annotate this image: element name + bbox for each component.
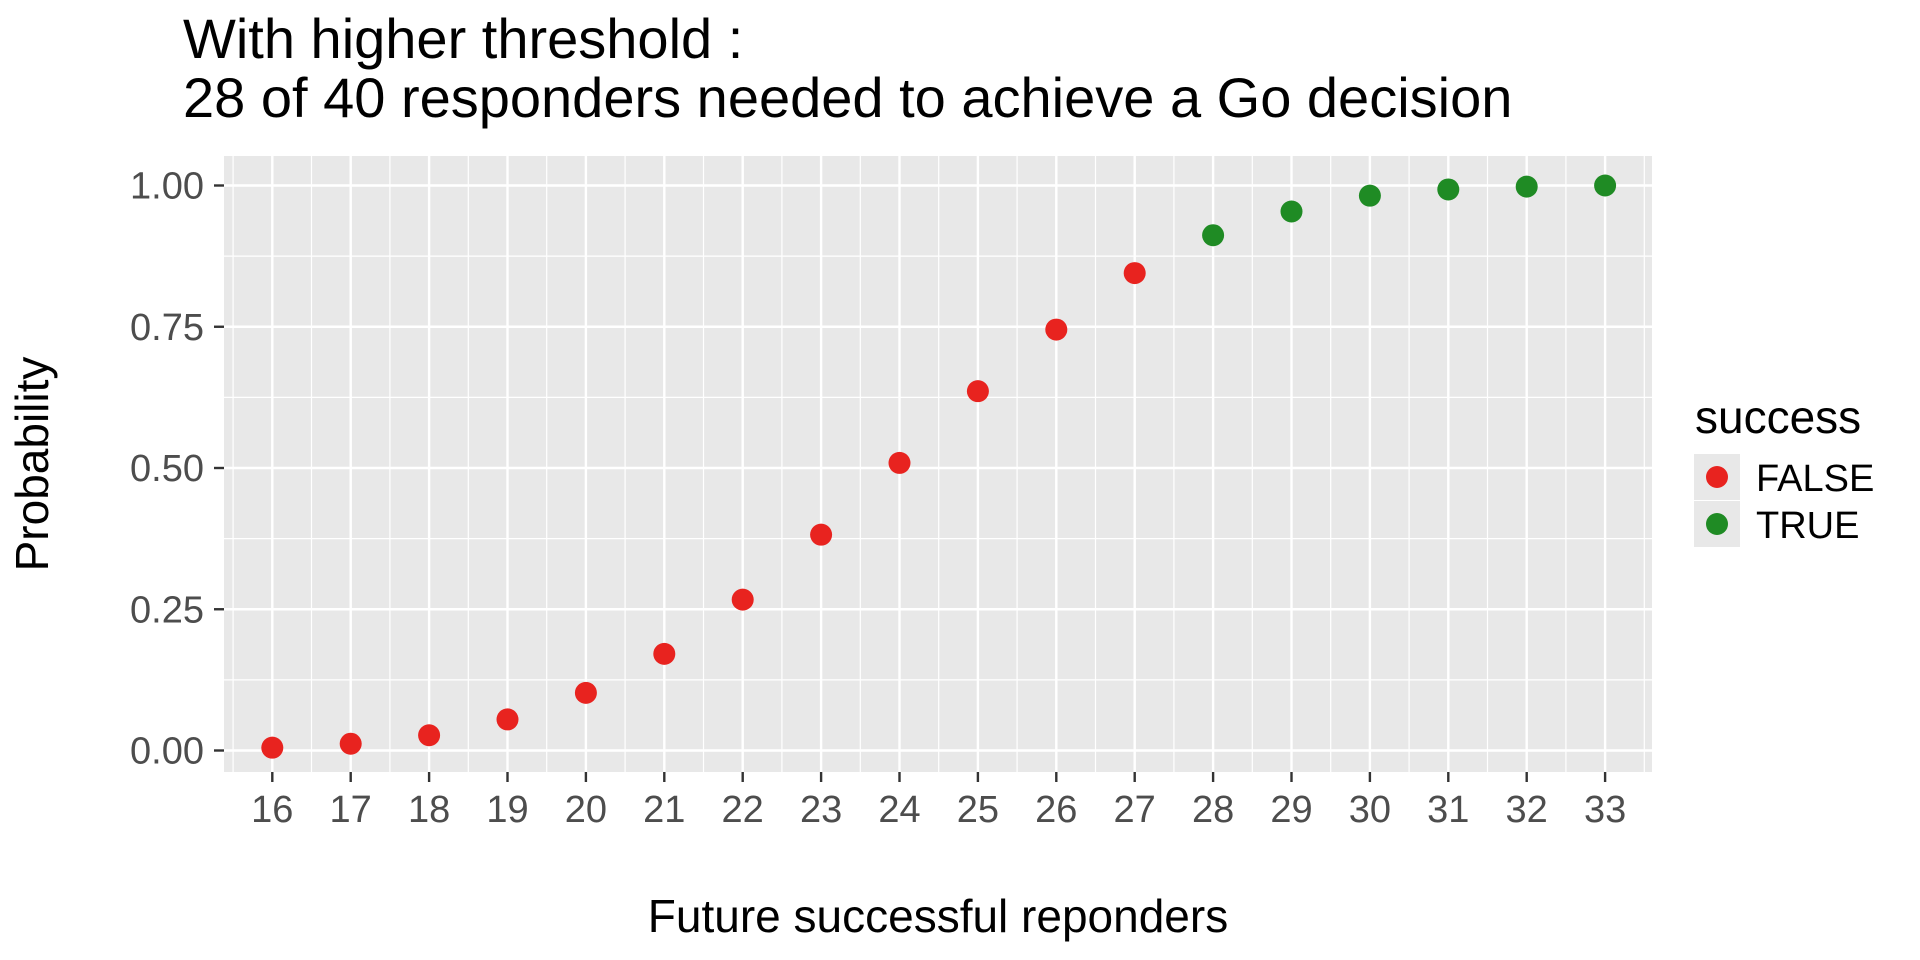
data-point-x32-true	[1515, 175, 1538, 198]
legend: success FALSE TRUE	[1694, 391, 1874, 547]
x-tick-label: 17	[330, 789, 372, 831]
legend-items: FALSE TRUE	[1694, 454, 1874, 547]
y-tick-label: 0.75	[130, 307, 204, 349]
chart-title-line2: 28 of 40 responders needed to achieve a …	[183, 66, 1512, 129]
x-tick-label: 24	[878, 789, 920, 831]
chart-title-line1: With higher threshold :	[183, 7, 743, 70]
x-tick-label: 16	[251, 789, 293, 831]
legend-title: success	[1695, 391, 1861, 443]
legend-label-true: TRUE	[1756, 505, 1859, 547]
y-tick-label: 1.00	[130, 166, 204, 208]
legend-point-true-icon	[1706, 513, 1728, 535]
data-point-x20-false	[574, 681, 597, 704]
data-point-x24-false	[888, 451, 911, 474]
x-tick-label: 21	[643, 789, 685, 831]
x-tick-label: 30	[1349, 789, 1391, 831]
data-point-x23-false	[810, 523, 833, 546]
data-point-x22-false	[731, 588, 754, 611]
x-tick-label: 19	[486, 789, 528, 831]
data-point-x18-false	[418, 724, 441, 747]
minor-gridlines	[224, 156, 1652, 772]
x-tick-label: 27	[1114, 789, 1156, 831]
x-tick-label: 29	[1270, 789, 1312, 831]
y-axis-title: Probability	[6, 357, 58, 572]
axis-tick-marks	[214, 184, 1607, 782]
data-point-x16-false	[261, 736, 284, 759]
data-point-x25-false	[966, 380, 989, 403]
data-point-x17-false	[339, 732, 362, 755]
legend-label-false: FALSE	[1756, 458, 1874, 500]
x-tick-label: 32	[1506, 789, 1548, 831]
x-tick-label: 25	[957, 789, 999, 831]
y-tick-label: 0.25	[130, 589, 204, 631]
data-point-x29-true	[1280, 200, 1303, 223]
y-tick-labels: 0.00 0.25 0.50 0.75 1.00	[130, 166, 204, 773]
data-point-x30-true	[1358, 184, 1381, 207]
x-tick-label: 22	[722, 789, 764, 831]
x-tick-label: 20	[565, 789, 607, 831]
data-point-x19-false	[496, 708, 519, 731]
plot-panel	[224, 156, 1652, 772]
x-tick-label: 26	[1035, 789, 1077, 831]
data-points	[261, 174, 1617, 759]
y-tick-label: 0.00	[130, 731, 204, 773]
data-point-x31-true	[1437, 178, 1460, 201]
legend-point-false-icon	[1706, 466, 1728, 488]
data-point-x27-false	[1123, 262, 1146, 285]
x-tick-label: 31	[1427, 789, 1469, 831]
x-tick-label: 18	[408, 789, 450, 831]
y-tick-label: 0.50	[130, 448, 204, 490]
data-point-x28-true	[1202, 224, 1225, 247]
data-point-x26-false	[1045, 318, 1068, 341]
x-tick-label: 33	[1584, 789, 1626, 831]
data-point-x21-false	[653, 642, 676, 665]
x-axis-title: Future successful reponders	[648, 890, 1228, 942]
major-gridlines	[224, 156, 1652, 772]
x-tick-label: 28	[1192, 789, 1234, 831]
x-tick-labels: 16 17 18 19 20 21 22 23 24 25 26 27 28 29 30 31 32 33	[251, 789, 1626, 831]
x-tick-label: 23	[800, 789, 842, 831]
data-point-x33-true	[1594, 174, 1617, 197]
